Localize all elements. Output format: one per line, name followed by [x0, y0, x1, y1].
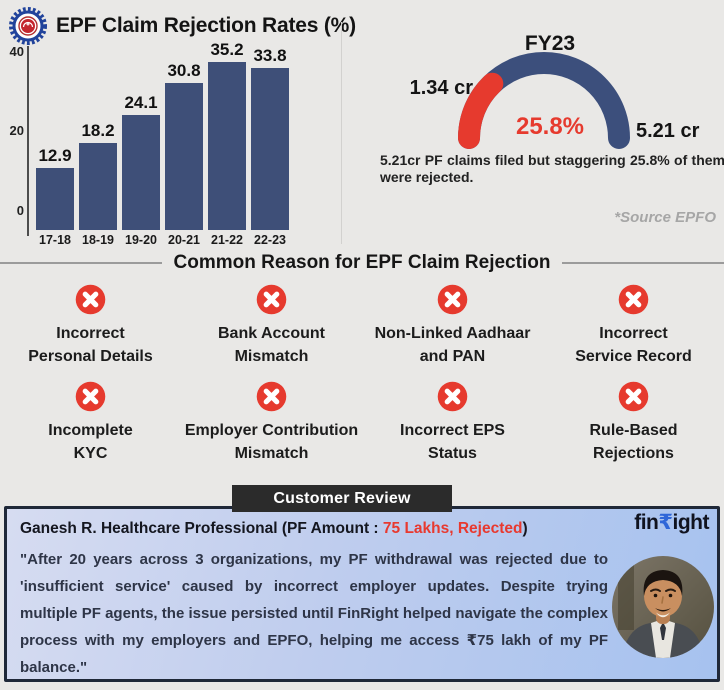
bar [251, 68, 289, 230]
review-quote: "After 20 years across 3 organizations, … [20, 551, 608, 676]
bar-18-19: 18.2 18-19 [79, 121, 117, 247]
bar-value-label: 12.9 [38, 146, 72, 166]
chart-header: EPF Claim Rejection Rates (%) [8, 6, 356, 46]
bar-category-label: 22-23 [254, 233, 286, 247]
gauge-caption: 5.21cr PF claims filed but staggering 25… [380, 152, 724, 185]
bar-value-label: 30.8 [167, 60, 201, 80]
bar-category-label: 19-20 [125, 233, 157, 247]
reason-label-line1: Incorrect [56, 325, 125, 342]
reasons-grid: Incorrect Personal Details Bank Account Mis… [0, 284, 724, 465]
gauge-chart [458, 52, 630, 149]
gauge-center-value: 25.8% [515, 113, 585, 140]
reason-item: Employer Contribution Mismatch [181, 381, 362, 465]
reason-label-line2: Service Record [575, 348, 692, 365]
bar-chart-axis [27, 46, 29, 236]
reason-item: Incomplete KYC [0, 381, 181, 465]
bar-value-label: 18.2 [81, 121, 115, 140]
bar-category-label: 21-22 [211, 233, 243, 247]
section-divider: Common Reason for EPF Claim Rejection [0, 252, 724, 274]
epfo-logo-icon [9, 7, 47, 45]
reason-item: Incorrect Personal Details [0, 284, 181, 368]
rejected-x-icon [256, 284, 287, 315]
chart-title: EPF Claim Rejection Rates (%) [56, 14, 356, 37]
reason-label-line2: Mismatch [234, 445, 309, 462]
gauge-arc-rejected [458, 72, 504, 149]
bar [208, 61, 246, 230]
reason-item: Incorrect EPS Status [362, 381, 543, 465]
bar [165, 82, 203, 230]
reason-item: Non-Linked Aadhaar and PAN [362, 284, 543, 368]
reason-label-line2: Rejections [593, 445, 674, 462]
rejected-x-icon [437, 381, 468, 412]
bar-chart-yaxis: 40 20 0 [0, 0, 24, 250]
section-title: Common Reason for EPF Claim Rejection [173, 252, 551, 273]
reviewer-photo [612, 556, 714, 658]
review-box: Ganesh R. Healthcare Professional (PF Am… [4, 506, 720, 682]
bar-20-21: 30.8 20-21 [165, 60, 203, 247]
bar-value-label: 33.8 [253, 46, 287, 66]
reviewer-portrait-illustration [612, 556, 714, 658]
bar-chart-plot: 12.9 17-18 18.2 18-19 24.1 19-20 30.8 20-21 35.2… [36, 38, 289, 247]
reason-label-line1: Incorrect [599, 325, 668, 342]
reason-label-line1: Rule-Based [589, 422, 678, 439]
bar-21-22: 35.2 21-22 [208, 39, 246, 247]
reason-item: Incorrect Service Record [543, 284, 724, 368]
reason-label-line1: Non-Linked Aadhaar [374, 325, 531, 342]
reason-item: Bank Account Mismatch [181, 284, 362, 368]
rejected-x-icon [618, 284, 649, 315]
gauge-right-value: 5.21 cr [636, 120, 700, 142]
reason-label-line2: Mismatch [234, 348, 309, 365]
reason-label-line1: Employer Contribution [184, 422, 359, 439]
bar [122, 114, 160, 230]
panel-divider [341, 22, 342, 244]
y-tick-label: 40 [9, 43, 24, 59]
y-tick-label: 20 [9, 123, 24, 139]
rejected-x-icon [437, 284, 468, 315]
brand-part1: fin [634, 511, 659, 534]
rejected-x-icon [256, 381, 287, 412]
rejected-x-icon [618, 381, 649, 412]
bar-category-label: 18-19 [82, 233, 114, 247]
reviewer-name-prefix: Ganesh R. Healthcare Professional (PF Am… [20, 520, 383, 537]
rejected-x-icon [75, 284, 106, 315]
bar-category-label: 20-21 [168, 233, 200, 247]
reason-label-line2: KYC [73, 445, 108, 462]
rejected-x-icon [75, 381, 106, 412]
reason-label-line2: Personal Details [28, 348, 153, 365]
customer-review-tab: Customer Review [232, 485, 452, 512]
reviewer-name: Ganesh R. Healthcare Professional (PF Am… [20, 520, 528, 538]
reason-item: Rule-Based Rejections [543, 381, 724, 465]
bar [79, 143, 117, 230]
brand-part2: ight [672, 511, 710, 534]
y-tick-label: 0 [16, 203, 24, 218]
reviewer-name-highlight: 75 Lakhs, Rejected [382, 520, 523, 537]
gauge-left-value: 1.34 cr [409, 77, 473, 99]
rupee-icon: ₹ [658, 511, 673, 534]
bar-19-20: 24.1 19-20 [122, 92, 160, 247]
finright-logo: fin₹ight [634, 510, 709, 535]
reason-label-line1: Incorrect EPS [400, 422, 505, 439]
reason-label-line2: and PAN [419, 348, 486, 365]
bar-value-label: 24.1 [124, 92, 158, 112]
source-note: *Source EPFO [614, 209, 716, 226]
bar [36, 168, 74, 230]
reviewer-name-suffix: ) [522, 520, 528, 537]
bar-category-label: 17-18 [39, 233, 71, 247]
gauge-title: FY23 [524, 32, 576, 55]
reason-label-line2: Status [428, 445, 477, 462]
bar-17-18: 12.9 17-18 [36, 146, 74, 247]
reason-label-line1: Incomplete [48, 422, 133, 439]
bar-22-23: 33.8 22-23 [251, 46, 289, 247]
bar-value-label: 35.2 [210, 39, 244, 59]
reason-label-line1: Bank Account [218, 325, 325, 342]
